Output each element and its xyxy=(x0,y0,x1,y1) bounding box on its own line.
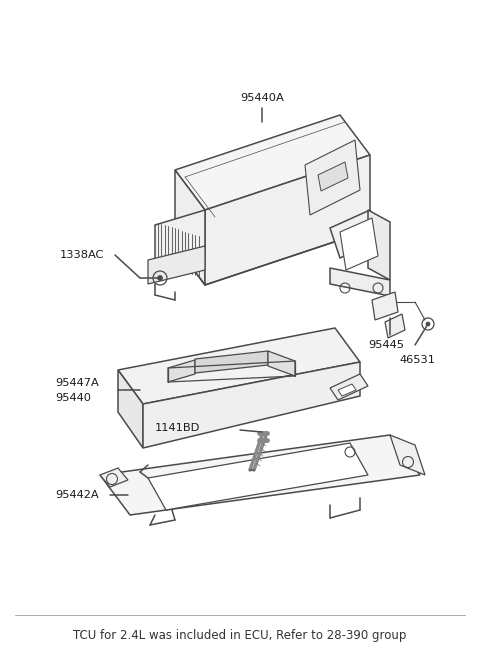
Text: TCU for 2.4L was included in ECU, Refer to 28-390 group: TCU for 2.4L was included in ECU, Refer … xyxy=(73,629,407,641)
Polygon shape xyxy=(330,210,380,258)
Circle shape xyxy=(157,276,163,280)
Polygon shape xyxy=(168,360,195,382)
Polygon shape xyxy=(372,292,398,320)
Polygon shape xyxy=(118,328,360,404)
Polygon shape xyxy=(155,210,205,265)
Polygon shape xyxy=(330,374,368,400)
Polygon shape xyxy=(318,162,348,191)
Polygon shape xyxy=(195,351,268,373)
Polygon shape xyxy=(118,370,143,448)
Text: 95447A: 95447A xyxy=(55,378,99,388)
Text: 95440: 95440 xyxy=(55,393,91,403)
Circle shape xyxy=(426,322,430,326)
Polygon shape xyxy=(100,435,420,515)
Polygon shape xyxy=(143,362,360,448)
Polygon shape xyxy=(338,384,356,396)
Text: 95440A: 95440A xyxy=(240,93,284,103)
Polygon shape xyxy=(148,246,205,284)
Polygon shape xyxy=(205,155,370,285)
Polygon shape xyxy=(340,218,378,270)
Polygon shape xyxy=(330,268,390,296)
Polygon shape xyxy=(148,443,368,510)
Text: 1141BD: 1141BD xyxy=(155,423,200,433)
Polygon shape xyxy=(100,468,128,487)
Polygon shape xyxy=(368,210,390,280)
Polygon shape xyxy=(385,314,405,338)
Text: 95445: 95445 xyxy=(368,340,404,350)
Text: 1338AC: 1338AC xyxy=(60,250,104,260)
Polygon shape xyxy=(175,115,370,210)
Text: 95442A: 95442A xyxy=(55,490,98,500)
Text: 46531: 46531 xyxy=(400,355,436,365)
Polygon shape xyxy=(305,140,360,215)
Polygon shape xyxy=(268,351,295,376)
Polygon shape xyxy=(175,170,205,285)
Polygon shape xyxy=(390,435,425,475)
